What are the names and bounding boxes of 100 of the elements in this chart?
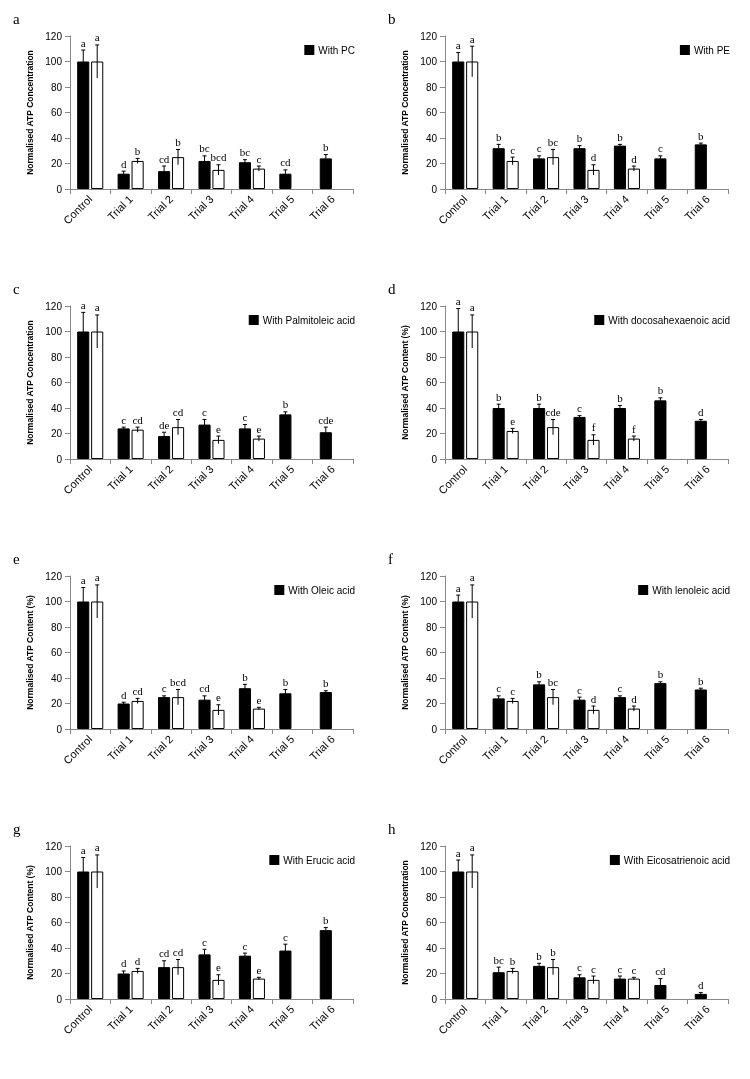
bar bbox=[252, 708, 265, 729]
data-label: c bbox=[617, 962, 623, 975]
bar bbox=[613, 697, 627, 729]
bar bbox=[319, 930, 332, 999]
y-tick-label: 100 bbox=[420, 326, 438, 337]
data-label: e bbox=[510, 414, 516, 427]
x-tick-label: Trial 6 bbox=[307, 1002, 338, 1033]
bar bbox=[694, 689, 707, 729]
y-tick-label: 60 bbox=[425, 377, 438, 388]
y-tick-label: 80 bbox=[50, 81, 63, 93]
y-tick-label: 80 bbox=[50, 891, 63, 903]
bar bbox=[238, 955, 252, 999]
data-label: d bbox=[698, 405, 705, 418]
legend-label: With Palmitoleic acid bbox=[262, 314, 356, 326]
x-tick-label: Trial 3 bbox=[560, 462, 591, 493]
legend-label: With Erucic acid bbox=[283, 854, 355, 866]
y-tick-label: 20 bbox=[50, 968, 63, 979]
y-axis-title: Normalised ATP Concentration bbox=[24, 320, 35, 445]
data-label: a bbox=[94, 571, 100, 584]
x-tick-label: Trial 4 bbox=[601, 732, 632, 763]
y-tick-label: 100 bbox=[45, 326, 63, 337]
x-tick-label: Trial 2 bbox=[520, 732, 551, 763]
data-label: a bbox=[80, 843, 86, 856]
x-tick-label: Trial 1 bbox=[105, 192, 135, 223]
y-axis-title: Normalised ATP Concentration bbox=[24, 50, 35, 175]
data-label: cd bbox=[158, 947, 170, 960]
chart-title: a bbox=[13, 10, 20, 27]
data-label: a bbox=[455, 39, 461, 52]
bar bbox=[613, 978, 627, 999]
data-label: d bbox=[631, 692, 638, 705]
chart-title: c bbox=[13, 280, 20, 297]
data-label: a bbox=[94, 841, 100, 854]
y-tick-label: 100 bbox=[420, 866, 438, 877]
x-tick-label: Trial 6 bbox=[682, 732, 713, 763]
bar bbox=[627, 168, 640, 189]
data-label: a bbox=[94, 31, 100, 44]
y-tick-label: 80 bbox=[50, 621, 63, 633]
data-label: b bbox=[282, 398, 289, 411]
y-axis-title: Normalised ATP Content (%) bbox=[24, 865, 35, 980]
y-tick-label: 40 bbox=[425, 942, 438, 954]
x-tick-label: Trial 6 bbox=[682, 462, 713, 493]
data-label: a bbox=[455, 846, 461, 859]
y-tick-label: 80 bbox=[425, 351, 438, 363]
x-tick-label: Trial 4 bbox=[601, 462, 632, 493]
bar bbox=[238, 688, 252, 729]
x-tick-label: Trial 5 bbox=[266, 1002, 297, 1033]
data-label: cd bbox=[655, 965, 667, 978]
y-tick-label: 60 bbox=[50, 377, 63, 388]
data-label: d bbox=[590, 151, 597, 164]
data-label: bc bbox=[547, 135, 559, 148]
y-tick-label: 20 bbox=[50, 158, 63, 169]
x-tick-label: Trial 6 bbox=[682, 1002, 713, 1033]
data-label: a bbox=[469, 571, 475, 584]
data-label: bc bbox=[239, 146, 251, 159]
data-label: b bbox=[323, 914, 330, 927]
bar bbox=[252, 168, 265, 189]
y-tick-label: 0 bbox=[56, 723, 63, 735]
data-label: cde bbox=[318, 413, 334, 426]
bar bbox=[238, 162, 252, 189]
data-label: b bbox=[509, 954, 516, 967]
legend-label: With Eicosatrienoic acid bbox=[623, 854, 730, 866]
y-tick-label: 120 bbox=[420, 840, 438, 852]
bar bbox=[158, 697, 171, 729]
x-tick-label: Trial 4 bbox=[226, 192, 257, 223]
data-label: c bbox=[161, 682, 167, 695]
data-label: bc bbox=[199, 142, 210, 155]
data-label: e bbox=[216, 691, 222, 704]
data-label: a bbox=[469, 841, 475, 854]
data-label: b bbox=[242, 670, 249, 683]
x-tick-label: Trial 5 bbox=[266, 192, 297, 223]
y-tick-label: 120 bbox=[45, 570, 63, 582]
y-tick-label: 100 bbox=[45, 56, 63, 67]
y-tick-label: 60 bbox=[50, 647, 63, 658]
bar bbox=[613, 408, 627, 459]
bar bbox=[654, 400, 667, 459]
data-label: c bbox=[617, 682, 623, 695]
bar bbox=[158, 436, 171, 459]
bar bbox=[279, 173, 292, 189]
x-tick-label: Trial 6 bbox=[682, 192, 713, 223]
data-label: c bbox=[242, 411, 248, 424]
data-label: cd bbox=[280, 156, 292, 169]
data-label: d bbox=[631, 152, 638, 165]
data-label: c bbox=[256, 152, 262, 165]
y-tick-label: 0 bbox=[56, 993, 63, 1005]
data-label: e bbox=[216, 961, 222, 974]
x-tick-label: Trial 4 bbox=[226, 732, 257, 763]
bar bbox=[654, 158, 667, 189]
x-tick-label: Trial 2 bbox=[520, 1002, 551, 1033]
bar bbox=[694, 993, 707, 999]
data-label: c bbox=[496, 682, 502, 695]
chart-title: f bbox=[388, 550, 393, 567]
x-tick-label: Trial 6 bbox=[307, 732, 338, 763]
data-label: d bbox=[120, 157, 127, 170]
y-tick-label: 120 bbox=[420, 570, 438, 582]
data-label: c bbox=[202, 935, 208, 948]
bar bbox=[694, 420, 707, 459]
data-label: cde bbox=[545, 405, 561, 418]
bar bbox=[158, 171, 171, 189]
x-tick-label: Trial 6 bbox=[307, 192, 338, 223]
data-label: e bbox=[256, 963, 262, 976]
